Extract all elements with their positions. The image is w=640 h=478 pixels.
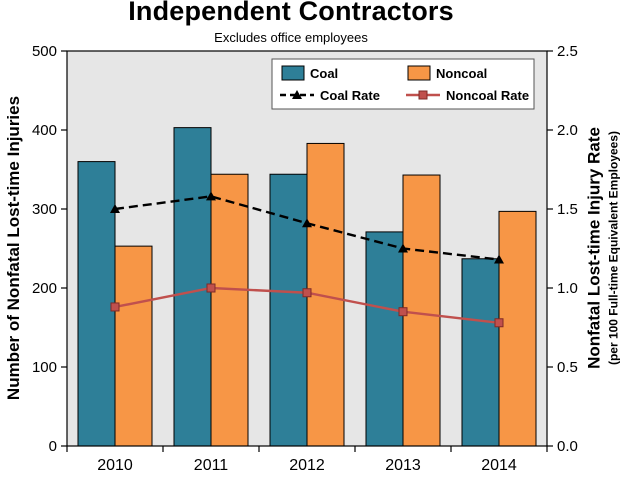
noncoal-bar <box>210 173 249 447</box>
x-category-label: 2014 <box>481 457 517 474</box>
plot-border <box>66 50 548 447</box>
legend-swatch-coal <box>281 65 305 81</box>
square-marker <box>206 283 216 293</box>
left-tick-label: 400 <box>32 122 57 139</box>
legend-swatch-noncoal <box>407 65 431 81</box>
triangle-marker <box>206 191 216 201</box>
left-axis-title: Number of Nonfatal Lost-time Injuries <box>4 95 23 401</box>
coal-bar <box>173 127 212 447</box>
legend-label: Coal <box>310 66 338 81</box>
right-tick-label: 0.0 <box>557 438 578 455</box>
x-category-label: 2010 <box>97 457 133 474</box>
x-category-label: 2013 <box>385 457 421 474</box>
chart-subtitle: Excludes office employees <box>214 30 368 45</box>
right-tick-label: 1.5 <box>557 201 578 218</box>
right-tick-label: 2.5 <box>557 43 578 60</box>
legend-square-marker <box>418 90 428 100</box>
legend-label: Coal Rate <box>320 88 380 103</box>
right-axis-title: Nonfatal Lost-time Injury Rate (per 100 F… <box>585 127 624 369</box>
left-tick-label: 0 <box>49 438 57 455</box>
chart-title: Independent Contractors <box>128 0 454 26</box>
square-marker <box>494 318 504 328</box>
right-tick-label: 1.0 <box>557 280 578 297</box>
noncoal-bar <box>402 174 441 447</box>
right-tick-label: 2.0 <box>557 122 578 139</box>
coal-bar <box>269 173 308 447</box>
square-marker <box>302 288 312 298</box>
x-category-label: 2011 <box>194 457 229 474</box>
left-tick-label: 500 <box>32 43 57 60</box>
triangle-marker <box>110 204 120 213</box>
left-tick-label: 100 <box>32 359 57 376</box>
right-axis-title-main: Nonfatal Lost-time Injury Rate <box>584 127 604 369</box>
noncoal-bar <box>114 245 153 447</box>
left-tick-label: 300 <box>32 201 57 218</box>
right-axis-title-sub: (per 100 Full-time Equivalent Employees) <box>607 130 621 366</box>
legend-triangle-marker <box>292 90 302 99</box>
triangle-marker <box>302 218 312 228</box>
square-marker <box>110 302 120 312</box>
legend-label: Noncoal Rate <box>446 88 529 103</box>
left-tick-label: 200 <box>32 280 57 297</box>
coal-bar <box>77 161 116 447</box>
square-marker <box>398 307 408 317</box>
noncoal-bar <box>498 210 537 447</box>
legend-box <box>271 58 535 110</box>
x-category-label: 2012 <box>289 457 325 474</box>
right-tick-label: 0.5 <box>557 359 578 376</box>
triangle-marker <box>398 243 408 253</box>
coal-bar <box>461 258 500 447</box>
legend-label: Noncoal <box>436 66 487 81</box>
coal-bar <box>365 231 404 447</box>
triangle-marker <box>494 254 504 264</box>
